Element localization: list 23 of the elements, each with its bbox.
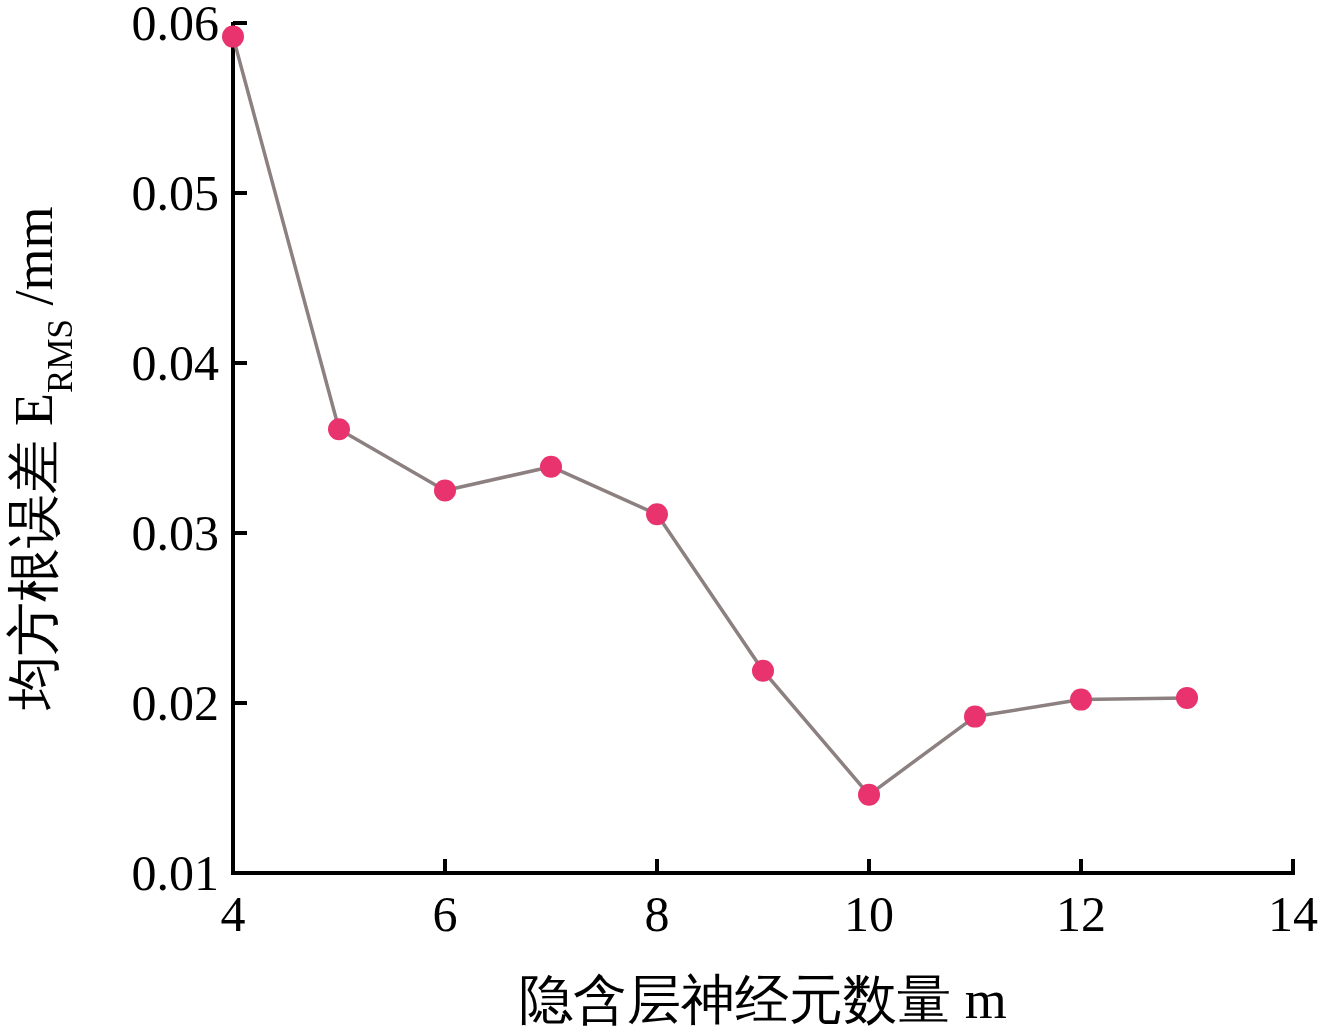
y-tick-label: 0.06 <box>131 0 219 51</box>
point <box>1176 686 1198 709</box>
x-tick-label: 6 <box>432 886 458 942</box>
point <box>752 659 774 682</box>
point <box>540 455 562 478</box>
point <box>1070 688 1092 711</box>
x-tick-label: 8 <box>644 886 670 942</box>
x-tick-label: 10 <box>844 886 894 942</box>
y-tick-label: 0.05 <box>131 165 219 221</box>
y-tick-label: 0.03 <box>131 505 219 561</box>
x-tick-label: 4 <box>220 886 246 942</box>
point <box>858 783 880 806</box>
y-tick-label: 0.01 <box>131 845 219 901</box>
y-tick-label: 0.02 <box>131 675 219 731</box>
x-tick-label: 12 <box>1056 886 1106 942</box>
y-tick-label: 0.04 <box>131 335 219 391</box>
point <box>646 503 668 526</box>
point <box>328 418 350 441</box>
point <box>434 479 456 502</box>
x-tick-label: 14 <box>1268 886 1318 942</box>
point <box>964 705 986 728</box>
point <box>222 25 244 48</box>
x-axis-title: 隐含层神经元数量 m <box>519 970 1007 1030</box>
